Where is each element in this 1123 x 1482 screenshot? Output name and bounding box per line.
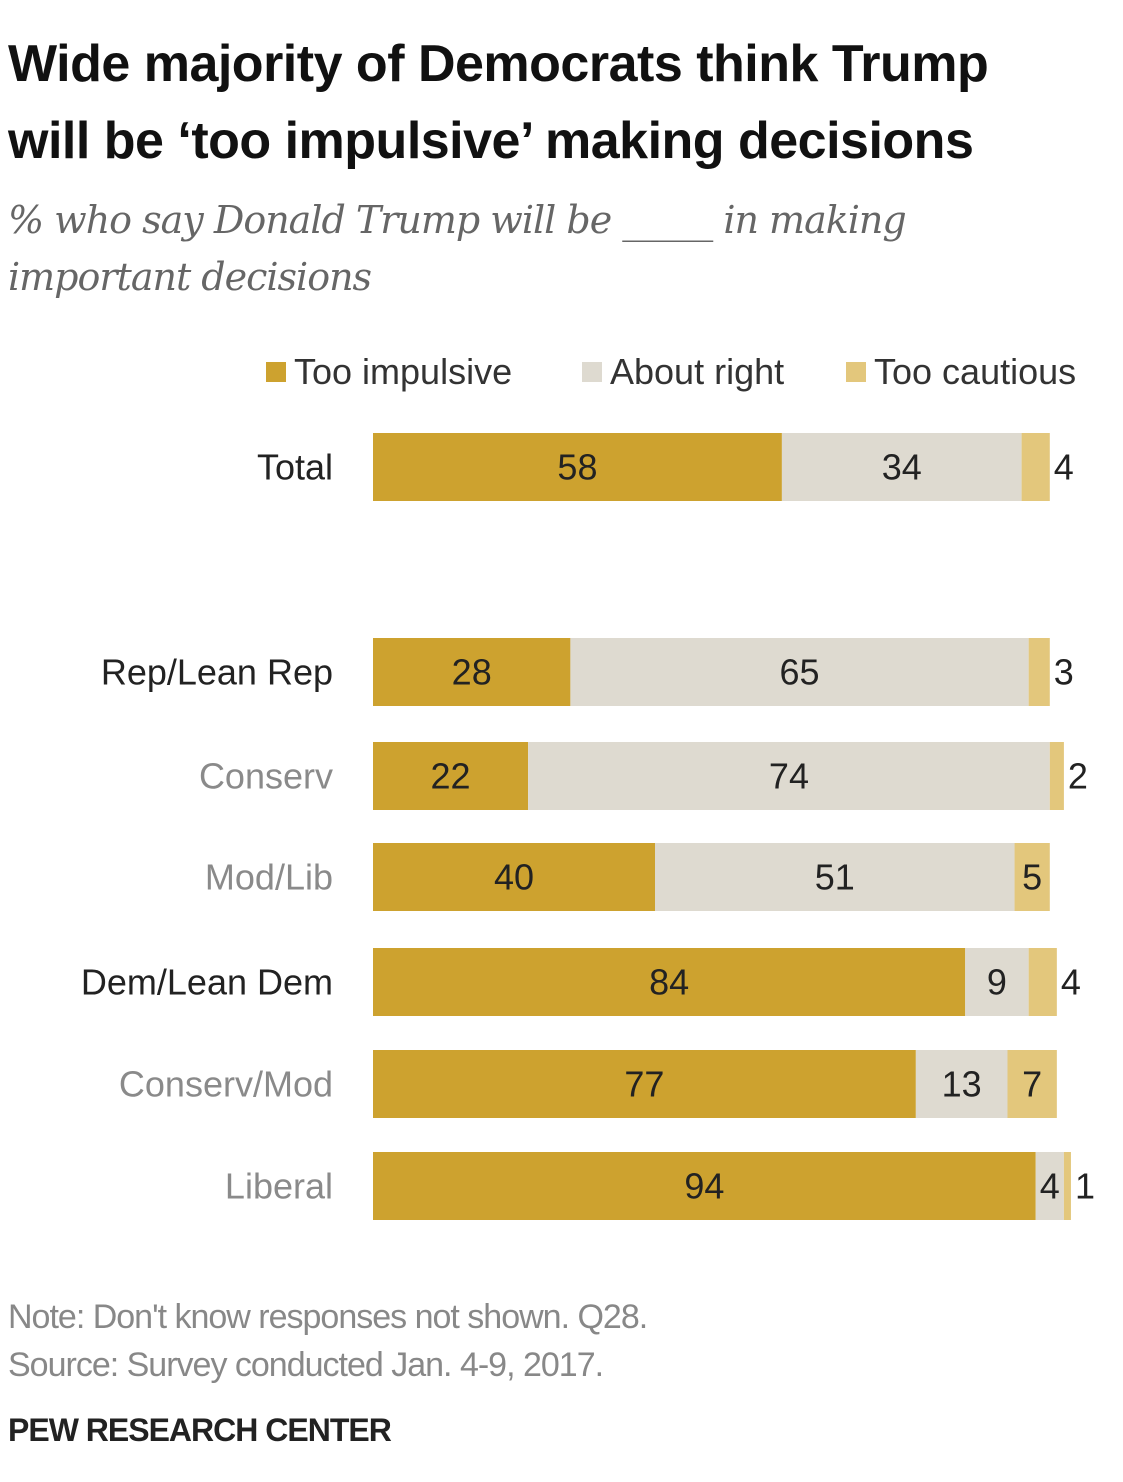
- category-label-rep-lean-rep: Rep/Lean Rep: [101, 652, 333, 693]
- legend-swatch-about-right: [582, 362, 602, 382]
- data-label-too-cautious-rep-lean-rep: 3: [1054, 652, 1074, 693]
- footer-org: PEW RESEARCH CENTER: [8, 1412, 392, 1448]
- data-label-too-cautious-dem-lean-dem: 4: [1061, 962, 1081, 1003]
- data-label-too-impulsive-dem-lean-dem: 84: [649, 962, 689, 1003]
- bar-too-cautious-conserv-mod: [1007, 1050, 1057, 1118]
- data-label-about-right-rep-lean-rep: 65: [780, 652, 820, 693]
- legend-item-too-cautious: Too cautious: [846, 350, 1076, 394]
- legend-label-too-cautious: Too cautious: [874, 351, 1077, 392]
- bar-too-impulsive-conserv: [373, 742, 529, 810]
- bar-about-right-total: [781, 433, 1022, 501]
- bar-too-cautious-rep-lean-rep: [1028, 638, 1050, 706]
- data-label-about-right-total: 34: [882, 447, 922, 488]
- data-label-too-impulsive-conserv: 22: [431, 756, 471, 797]
- data-label-too-cautious-liberal: 1: [1075, 1166, 1095, 1207]
- title-line-2: will be ‘too impulsive’ making decisions: [8, 112, 974, 170]
- subtitle-line-1: % who say Donald Trump will be _____ in …: [8, 198, 907, 242]
- source-text: Source: Survey conducted Jan. 4-9, 2017.: [8, 1346, 604, 1384]
- legend-label-too-impulsive: Too impulsive: [294, 351, 513, 392]
- bar-too-cautious-liberal: [1063, 1152, 1071, 1220]
- bar-about-right-conserv: [528, 742, 1050, 810]
- notes: Note: Don't know responses not shown. Q2…: [8, 1293, 648, 1389]
- legend: Too impulsive About right Too cautious: [0, 350, 1123, 394]
- bar-too-cautious-dem-lean-dem: [1028, 948, 1057, 1016]
- data-label-about-right-mod-lib: 51: [815, 857, 855, 898]
- legend-item-about-right: About right: [582, 350, 784, 394]
- bar-too-impulsive-rep-lean-rep: [373, 638, 571, 706]
- bar-too-cautious-mod-lib: [1014, 843, 1050, 911]
- data-label-too-cautious-conserv: 2: [1068, 756, 1088, 797]
- data-label-about-right-liberal: 4: [1040, 1166, 1060, 1207]
- bar-about-right-rep-lean-rep: [570, 638, 1029, 706]
- bar-about-right-mod-lib: [655, 843, 1015, 911]
- chart-subtitle: % who say Donald Trump will be _____ in …: [8, 192, 1008, 306]
- bar-about-right-liberal: [1035, 1152, 1064, 1220]
- title-line-1: Wide majority of Democrats think Trump: [8, 35, 989, 93]
- bar-too-cautious-total: [1021, 433, 1050, 501]
- data-label-too-cautious-total: 4: [1054, 447, 1074, 488]
- data-label-too-cautious-mod-lib: 5: [1022, 857, 1042, 898]
- category-label-conserv-mod: Conserv/Mod: [119, 1064, 333, 1105]
- data-label-about-right-conserv-mod: 13: [942, 1064, 982, 1105]
- category-label-mod-lib: Mod/Lib: [205, 857, 333, 898]
- chart-title: Wide majority of Democrats think Trump w…: [8, 26, 1118, 180]
- data-label-too-impulsive-liberal: 94: [684, 1166, 724, 1207]
- data-label-about-right-dem-lean-dem: 9: [987, 962, 1007, 1003]
- legend-item-too-impulsive: Too impulsive: [266, 350, 512, 394]
- data-label-too-impulsive-mod-lib: 40: [494, 857, 534, 898]
- bar-about-right-dem-lean-dem: [965, 948, 1029, 1016]
- bar-about-right-conserv-mod: [915, 1050, 1008, 1118]
- bar-too-cautious-conserv: [1049, 742, 1064, 810]
- data-label-too-impulsive-conserv-mod: 77: [624, 1064, 664, 1105]
- bar-too-impulsive-liberal: [373, 1152, 1036, 1220]
- subtitle-line-2: important decisions: [8, 255, 372, 299]
- category-label-dem-lean-dem: Dem/Lean Dem: [81, 962, 333, 1003]
- data-label-too-impulsive-rep-lean-rep: 28: [452, 652, 492, 693]
- bar-too-impulsive-conserv-mod: [373, 1050, 916, 1118]
- legend-label-about-right: About right: [610, 351, 785, 392]
- bar-too-impulsive-mod-lib: [373, 843, 655, 911]
- legend-swatch-too-cautious: [846, 362, 866, 382]
- category-label-conserv: Conserv: [199, 756, 333, 797]
- note-text: Note: Don't know responses not shown. Q2…: [8, 1298, 648, 1336]
- legend-swatch-too-impulsive: [266, 362, 286, 382]
- bar-too-impulsive-total: [373, 433, 782, 501]
- data-label-about-right-conserv: 74: [769, 756, 809, 797]
- data-label-too-impulsive-total: 58: [557, 447, 597, 488]
- data-label-too-cautious-conserv-mod: 7: [1022, 1064, 1042, 1105]
- bar-too-impulsive-dem-lean-dem: [373, 948, 966, 1016]
- category-label-total: Total: [257, 447, 333, 488]
- category-label-liberal: Liberal: [225, 1166, 333, 1207]
